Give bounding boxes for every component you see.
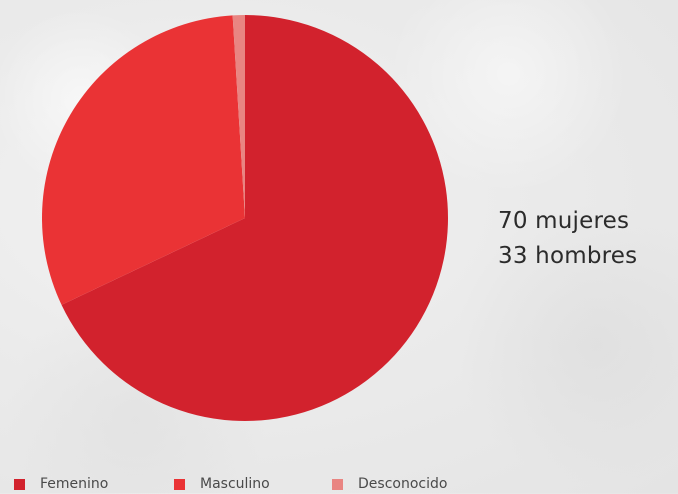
count-annotations: 70 mujeres 33 hombres [498,204,637,274]
men-count-label: 33 hombres [498,243,638,269]
legend-swatch-femenino [14,478,25,490]
legend-item-femenino[interactable]: Femenino [14,476,174,492]
pie-slice-desconocido[interactable] [232,15,245,218]
legend-item-masculino[interactable]: Masculino [174,476,332,492]
legend-label-masculino: Masculino [200,476,270,492]
legend-swatch-desconocido [332,478,343,490]
legend-label-femenino: Femenino [40,476,109,492]
legend-item-desconocido[interactable]: Desconocido [332,476,447,492]
legend-swatch-masculino [174,478,185,490]
legend-label-desconocido: Desconocido [358,476,448,492]
women-count-label: 70 mujeres [498,208,630,234]
chart-legend: Femenino Masculino Desconocido [14,474,447,494]
pie-slice-femenino[interactable] [61,15,449,421]
pie-slice-masculino[interactable] [42,15,246,305]
